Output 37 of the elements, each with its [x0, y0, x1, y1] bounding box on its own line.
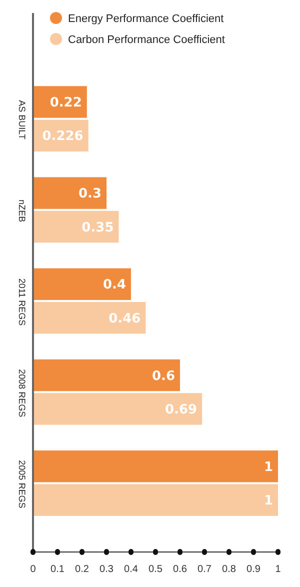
x-tick-label: 0.2	[75, 564, 90, 575]
y-tick-label: nZEB	[17, 200, 27, 222]
bar	[33, 86, 87, 118]
y-tick-label: 2005 REGS	[17, 460, 27, 508]
x-tick-label: 0.7	[198, 564, 212, 575]
bar	[33, 484, 278, 516]
legend-label: Carbon Performance Coefficient	[68, 34, 225, 46]
y-tick-label: AS BUILT	[17, 100, 27, 140]
x-tick-label: 0.1	[50, 564, 65, 575]
data-label: 0.35	[82, 220, 114, 236]
data-label: 0.22	[50, 96, 82, 111]
data-label: 0.4	[102, 278, 126, 293]
x-tick-label: 0.3	[100, 564, 114, 575]
data-label: 0.46	[108, 311, 141, 326]
x-tick-label: 0.5	[148, 564, 163, 575]
bar	[33, 359, 180, 392]
x-tick-label: 0.9	[246, 564, 261, 575]
bar	[33, 393, 202, 425]
bar	[33, 268, 131, 300]
data-label: 0.226	[42, 129, 84, 144]
data-label: 1	[264, 494, 273, 509]
data-label: 0.3	[78, 186, 102, 202]
x-tick-label: 1	[275, 564, 282, 575]
data-label: 0.6	[152, 368, 175, 384]
x-tick-label: 0.8	[222, 564, 236, 575]
data-label: 1	[264, 460, 273, 475]
bar	[33, 450, 278, 482]
x-tick-label: 0.4	[124, 564, 138, 575]
data-label: 0.69	[164, 402, 198, 418]
bar	[33, 177, 106, 209]
y-tick-label: 2008 REGS	[17, 369, 27, 418]
y-tick-label: 2011 REGS	[17, 278, 27, 326]
bar	[33, 210, 119, 243]
x-tick-label: 0.6	[173, 564, 188, 575]
bar	[33, 302, 146, 334]
x-tick-label: 0	[30, 564, 36, 575]
legend-label: Energy Performance Coefficient	[68, 12, 224, 25]
